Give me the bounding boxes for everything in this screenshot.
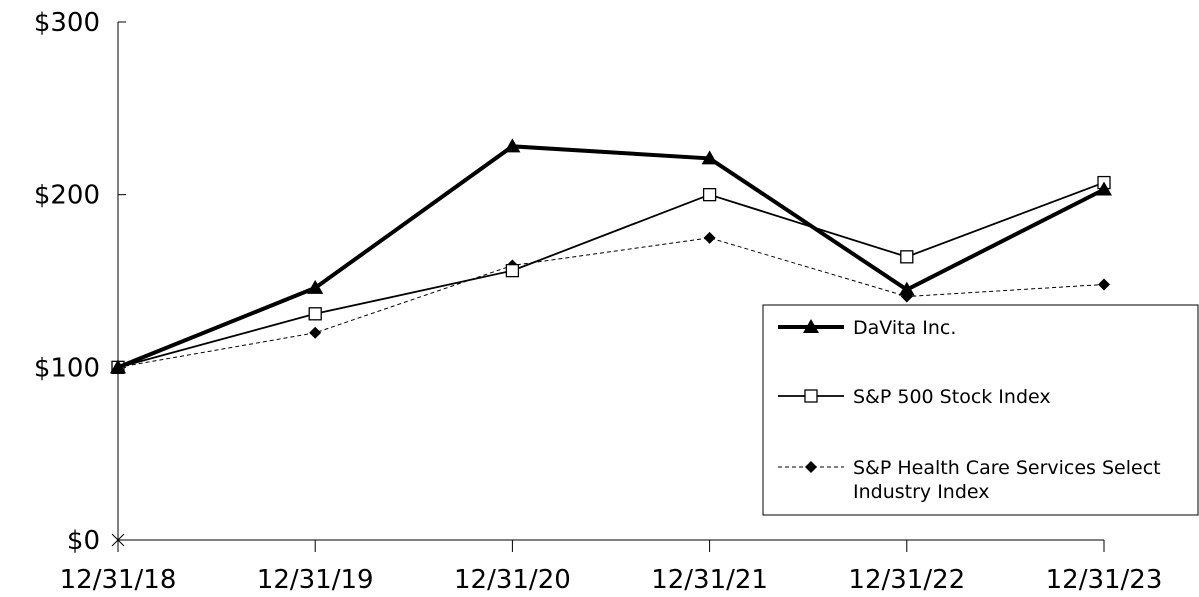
x-tick-label: 12/31/21: [651, 565, 768, 595]
data-point: [308, 307, 322, 321]
x-tick-label: 12/31/23: [1046, 565, 1163, 595]
legend-entry: S&P 500 Stock Index: [778, 386, 1051, 408]
y-tick-label: $200: [34, 181, 100, 211]
x-tick-label: 12/31/22: [848, 565, 965, 595]
data-point: [898, 281, 915, 296]
series-layer: [110, 138, 1112, 374]
data-point: [900, 250, 914, 264]
x-tick-label: 12/31/20: [454, 565, 571, 595]
legend-entry: S&P Health Care Services Select Industry …: [778, 457, 1161, 503]
data-point: [701, 150, 718, 165]
data-point: [1096, 181, 1112, 196]
series-line: [117, 181, 1105, 369]
data-point: [702, 188, 717, 202]
data-point: [505, 263, 520, 278]
data-point: [1098, 278, 1110, 291]
legend-box: [762, 304, 1199, 516]
y-tick-label: $0: [67, 526, 100, 556]
legend-label: S&P 500 Stock Index: [853, 386, 1051, 408]
data-point: [110, 359, 126, 374]
legend-marker: [804, 389, 818, 403]
series-0: [110, 138, 1112, 374]
legend-marker: [805, 461, 817, 473]
y-tick-label: $100: [34, 353, 100, 383]
legend-label: S&P Health Care Services Select Industry …: [853, 457, 1161, 503]
legend-label: DaVita Inc.: [853, 317, 956, 339]
x-tick-label: 12/31/19: [257, 565, 374, 595]
axes: $0 $100 $200 $300 12/31/18 12/31/19 12/31/20 12…: [34, 8, 1163, 595]
legend-entry: DaVita Inc.: [778, 317, 956, 339]
legend-label-line: Industry Index: [853, 481, 990, 503]
x-tick-label: 12/31/18: [60, 565, 177, 595]
data-point: [504, 138, 521, 153]
series-1: [111, 175, 1111, 374]
legend-label-line: S&P Health Care Services Select: [853, 457, 1161, 479]
y-tick-label: $300: [34, 8, 100, 38]
legend: DaVita Inc. S&P 500 Stock Index S&P Health…: [762, 304, 1199, 516]
data-point: [307, 279, 324, 294]
data-point: [309, 326, 322, 339]
series-line: [117, 144, 1105, 370]
data-point: [703, 231, 716, 244]
legend-marker: [803, 319, 819, 333]
